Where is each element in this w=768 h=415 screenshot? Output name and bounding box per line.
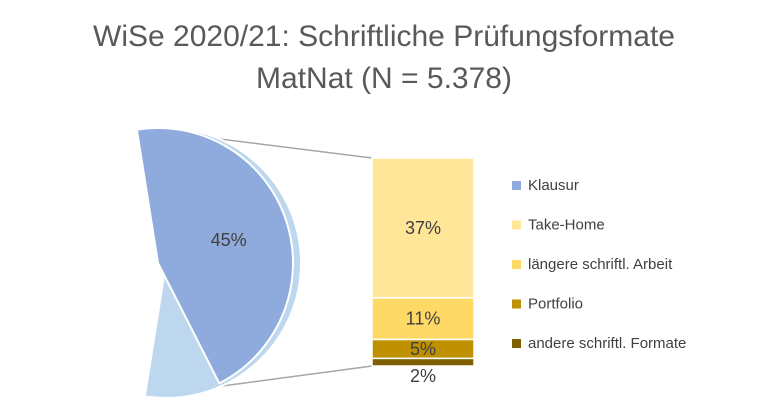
chart-title: WiSe 2020/21: Schriftliche Prüfungsforma… <box>93 20 675 53</box>
stacked-bar: 37% 11% 5% 2% <box>371 157 475 386</box>
legend-label-take-home: Take-Home <box>528 217 605 234</box>
bar-label-portfolio: 5% <box>410 339 436 359</box>
legend-swatch-andere-schriftl-formate <box>512 339 521 348</box>
pie-label-klausur: 45% <box>211 230 247 250</box>
legend-label-andere-schriftl-formate: andere schriftl. Formate <box>528 335 686 352</box>
bar-segment-andere-schriftl-formate <box>371 357 475 367</box>
legend-swatch-l-ngere-schriftl-arbeit <box>512 260 521 269</box>
legend-label-klausur: Klausur <box>528 177 579 194</box>
legend: Klausur Take-Home längere schriftl. Arbeit… <box>512 177 686 352</box>
bar-segment-take-home <box>371 157 475 299</box>
legend-swatch-portfolio <box>512 299 521 309</box>
bar-segment-l-ngere-schriftl-arbeit <box>371 297 475 341</box>
legend-label-l-ngere-schriftl-arbeit: längere schriftl. Arbeit <box>528 256 673 273</box>
bar-label-l-ngere-schriftl-arbeit: 11% <box>406 309 441 329</box>
pie-slice-klausur <box>135 127 294 385</box>
legend-swatch-take-home <box>512 220 521 230</box>
chart-subtitle: MatNat (N = 5.378) <box>256 62 512 95</box>
bar-label-andere-schriftl-formate: 2% <box>410 366 436 386</box>
bar-label-take-home: 37% <box>405 218 441 238</box>
legend-swatch-klausur <box>512 181 521 190</box>
legend-label-portfolio: Portfolio <box>528 296 583 313</box>
pie: 55%45% <box>135 127 302 399</box>
